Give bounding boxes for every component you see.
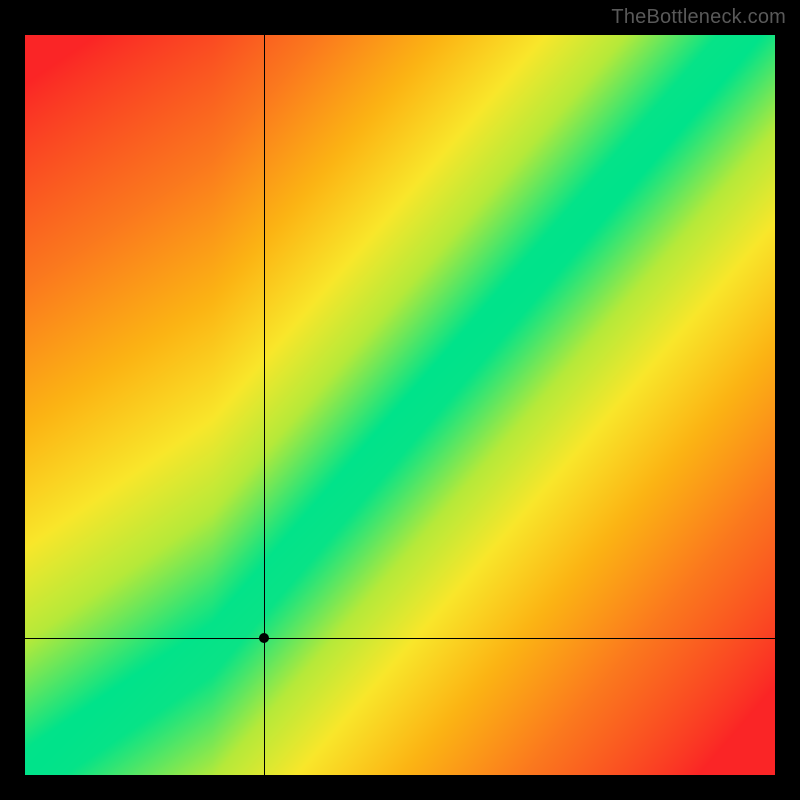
crosshair-marker <box>259 633 269 643</box>
crosshair-vertical <box>264 35 265 775</box>
root-container: TheBottleneck.com <box>0 0 800 800</box>
watermark-text: TheBottleneck.com <box>611 6 786 29</box>
crosshair-horizontal <box>25 638 775 639</box>
heatmap-plot <box>25 35 775 775</box>
heatmap-canvas <box>25 35 775 775</box>
